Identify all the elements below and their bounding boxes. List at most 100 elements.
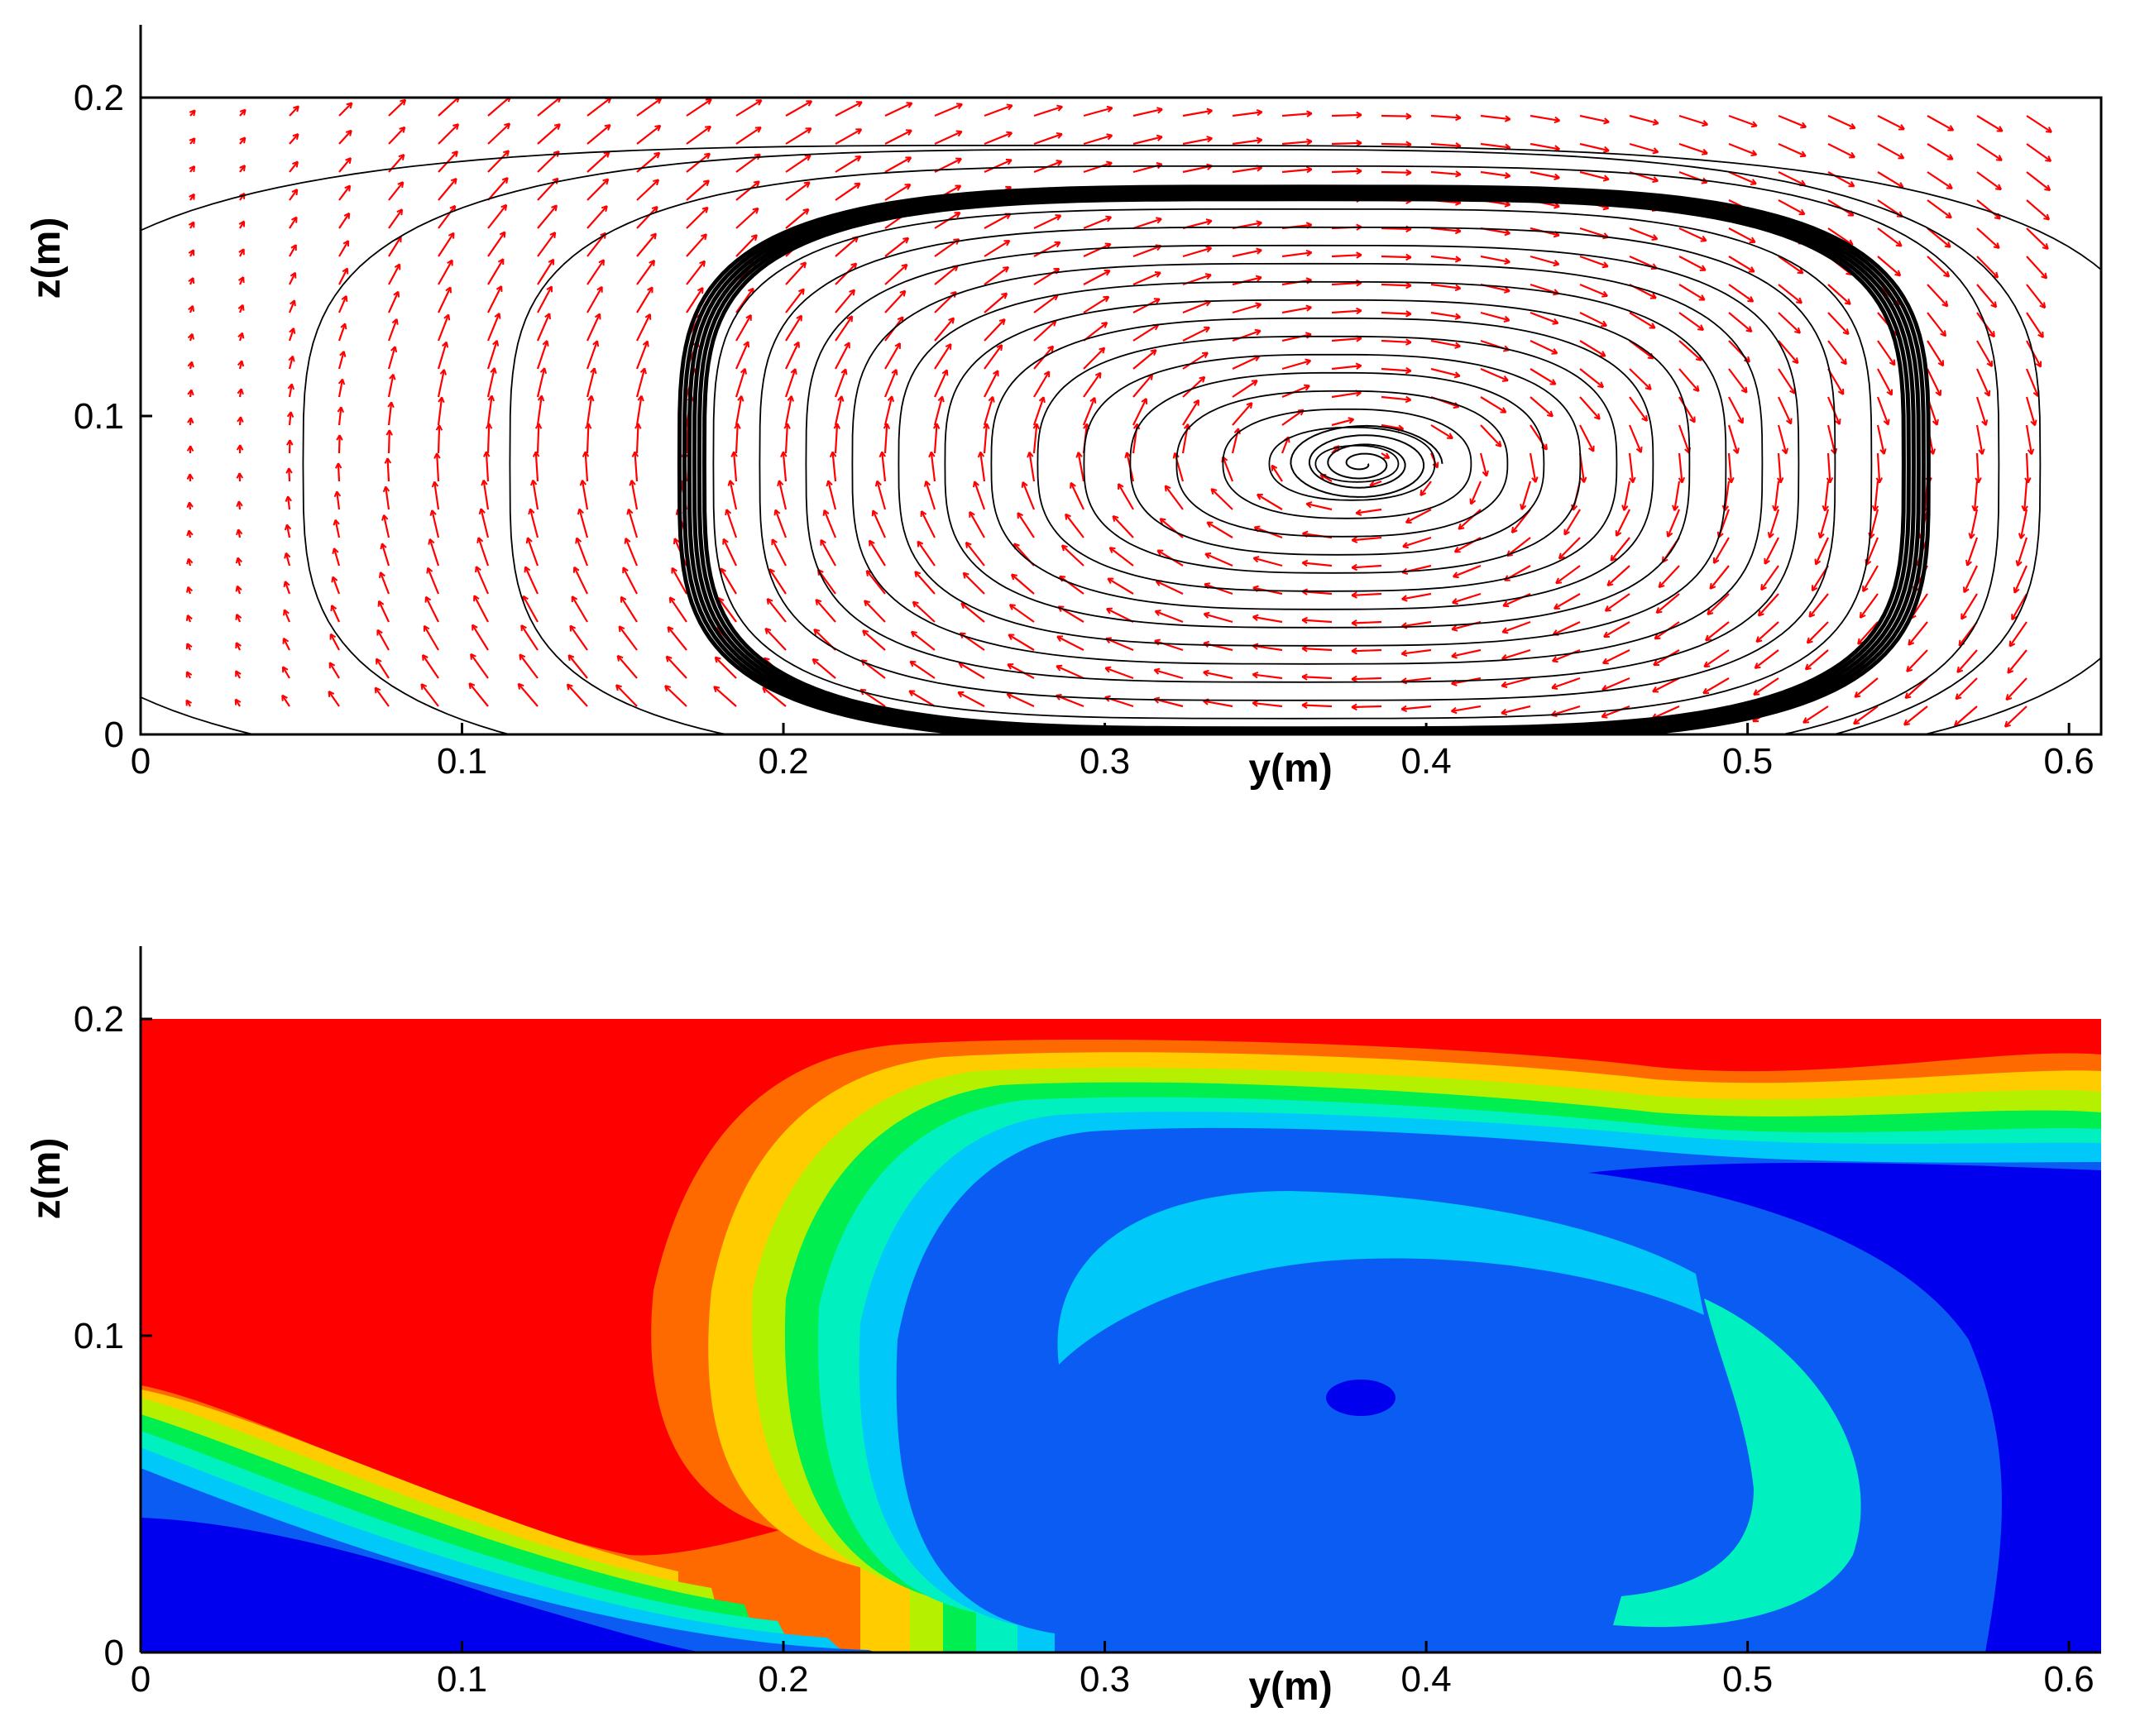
vector-arrowhead xyxy=(1652,686,1659,693)
vector-arrow xyxy=(622,567,638,595)
vector-arrow xyxy=(1108,547,1134,567)
vector-arrowhead xyxy=(1844,299,1851,305)
vector-arrowhead xyxy=(290,216,298,223)
vector-arrowhead xyxy=(1351,563,1358,571)
vector-arrow xyxy=(281,695,290,707)
vector-arrowhead xyxy=(1653,659,1660,667)
vector-arrow xyxy=(438,151,458,173)
vector-arrowhead xyxy=(871,509,879,517)
vector-arrowhead xyxy=(439,369,447,375)
vector-arrowhead xyxy=(553,123,561,131)
vector-arrow xyxy=(1501,677,1531,687)
vector-arrowhead xyxy=(624,537,631,544)
vector-arrowhead xyxy=(1748,266,1755,273)
vector-arrowhead xyxy=(328,662,336,669)
vector-arrowhead xyxy=(1802,717,1810,724)
vector-arrowhead xyxy=(1453,371,1461,379)
vector-arrow xyxy=(1479,452,1488,477)
vector-arrow xyxy=(1552,648,1581,662)
vector-arrowhead xyxy=(1451,624,1458,632)
vector-arrow xyxy=(1651,705,1680,720)
vector-arrow xyxy=(984,240,1011,257)
vector-arrowhead xyxy=(651,205,658,213)
vector-arrowhead xyxy=(1405,310,1412,318)
vector-arrow xyxy=(1862,565,1879,592)
x-ticks: 0 0.1 0.2 0.3 0.4 0.5 0.6 xyxy=(131,723,2095,782)
vector-arrow xyxy=(428,538,440,567)
vector-arrowhead xyxy=(800,261,807,269)
vector-arrow xyxy=(636,179,659,201)
vector-arrowhead xyxy=(525,537,533,544)
vector-arrowhead xyxy=(1500,407,1507,414)
vector-arrow xyxy=(1352,592,1382,596)
vector-arrow xyxy=(338,102,353,117)
vector-arrow xyxy=(486,313,500,342)
vector-arrowhead xyxy=(396,208,404,216)
vector-arrowhead xyxy=(699,260,706,267)
vector-arrowhead xyxy=(290,271,297,279)
vector-arrow xyxy=(1530,142,1560,151)
vector-arrowhead xyxy=(1251,380,1258,386)
vector-arrowhead xyxy=(237,416,244,423)
vector-arrowhead xyxy=(1206,136,1213,143)
vector-arrow xyxy=(835,289,855,313)
vector-arrowhead xyxy=(286,411,294,418)
vector-arrow xyxy=(486,340,498,370)
streamline xyxy=(302,148,2042,734)
vector-arrow xyxy=(1132,323,1159,342)
vector-arrow xyxy=(1480,396,1507,414)
vector-arrowhead xyxy=(1699,265,1707,271)
vector-arrow xyxy=(2005,677,2027,701)
vector-arrow xyxy=(1331,281,1362,286)
vector-arrowhead xyxy=(905,129,912,136)
vector-arrow xyxy=(1156,549,1184,567)
vector-arrowhead xyxy=(701,233,707,241)
vector-arrow xyxy=(881,452,887,482)
vector-arrow xyxy=(1554,593,1581,610)
vector-arrow xyxy=(785,314,802,342)
vector-arrowhead xyxy=(1879,448,1887,455)
vector-arrowhead xyxy=(1692,385,1700,393)
vector-arrowhead xyxy=(983,423,990,430)
vector-arrow xyxy=(1430,311,1461,318)
y-axis-label: z(m) xyxy=(25,218,69,299)
vector-arrow xyxy=(912,600,936,623)
vector-arrowhead xyxy=(1785,418,1793,425)
vector-arrowhead xyxy=(803,181,811,189)
vector-arrowhead xyxy=(594,313,601,320)
vector-arrow xyxy=(1028,452,1036,482)
x-tick-label: 0.6 xyxy=(2044,1659,2095,1700)
vector-arrowhead xyxy=(1767,532,1774,538)
vector-arrowhead xyxy=(945,342,952,350)
vector-arrowhead xyxy=(1056,635,1064,642)
vector-arrow xyxy=(438,123,459,145)
vector-arrowhead xyxy=(1451,652,1458,659)
vector-arrowhead xyxy=(618,625,625,633)
vector-arrow xyxy=(1778,199,1806,216)
vector-arrowhead xyxy=(1104,270,1111,276)
vector-arrow xyxy=(1877,171,1904,189)
vector-arrowhead xyxy=(840,368,848,375)
vector-arrowhead xyxy=(829,451,837,458)
vector-arrow xyxy=(735,234,758,257)
vector-arrow xyxy=(1206,521,1233,538)
vector-arrowhead xyxy=(1702,687,1710,695)
vector-arrow xyxy=(1159,518,1184,538)
vector-arrow xyxy=(388,208,404,229)
vector-arrowhead xyxy=(186,501,194,509)
vector-arrow xyxy=(958,662,985,679)
vector-arrowhead xyxy=(592,340,600,347)
vector-arrow xyxy=(388,263,401,285)
vector-arrow xyxy=(1302,562,1333,567)
vector-arrow xyxy=(625,538,639,567)
vector-arrow xyxy=(1827,171,1855,188)
vector-arrowhead xyxy=(433,452,441,459)
vector-arrowhead xyxy=(1501,627,1509,634)
vector-arrowhead xyxy=(813,628,821,635)
vector-arrow xyxy=(1083,371,1102,398)
x-axis-label: y(m) xyxy=(1248,1665,1332,1709)
vector-arrowhead xyxy=(1405,253,1412,261)
vector-arrow xyxy=(1904,677,1928,699)
vector-arrowhead xyxy=(616,654,624,662)
